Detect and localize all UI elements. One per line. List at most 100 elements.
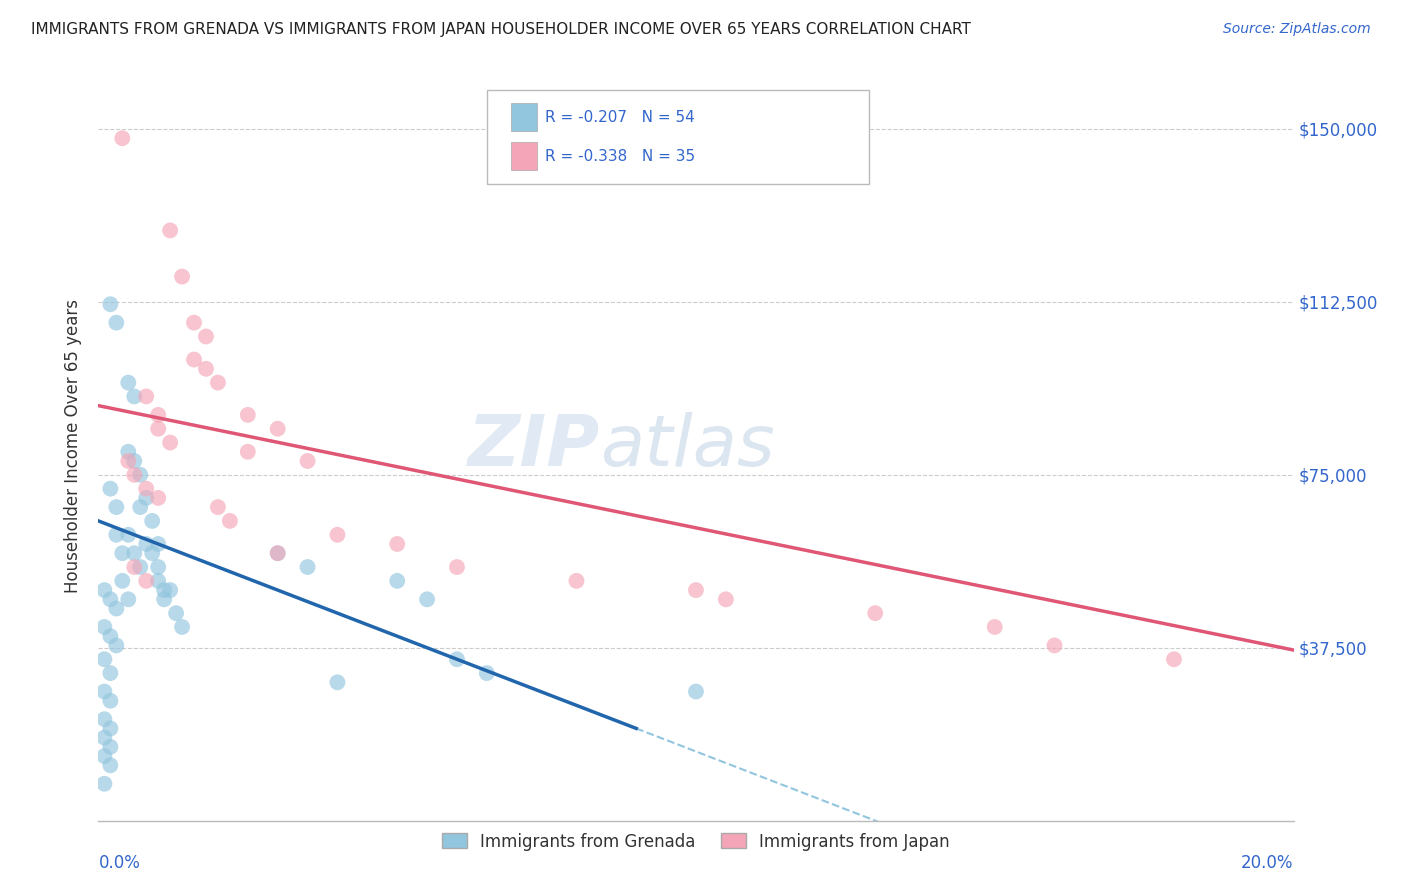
Point xyxy=(98,482,122,496)
Point xyxy=(93,652,115,666)
Point xyxy=(117,376,139,390)
Point xyxy=(385,574,409,588)
Point xyxy=(111,574,134,588)
Point xyxy=(183,316,205,330)
Point xyxy=(148,574,170,588)
Point xyxy=(124,560,146,574)
Point xyxy=(105,500,128,514)
Point xyxy=(236,408,259,422)
Point xyxy=(98,666,122,681)
Point xyxy=(98,739,122,754)
Point xyxy=(117,528,139,542)
Point xyxy=(172,269,194,284)
Point xyxy=(195,329,218,343)
Text: Source: ZipAtlas.com: Source: ZipAtlas.com xyxy=(1223,22,1371,37)
Bar xyxy=(510,142,537,170)
Point xyxy=(105,601,128,615)
Point xyxy=(148,560,170,574)
Point xyxy=(117,444,139,458)
Point xyxy=(111,546,134,560)
Point xyxy=(141,514,163,528)
Point xyxy=(195,361,218,376)
Point xyxy=(117,454,139,468)
Point xyxy=(105,639,128,653)
Point xyxy=(124,467,146,482)
Point xyxy=(172,620,194,634)
Point xyxy=(135,482,157,496)
Point xyxy=(141,546,163,560)
Point xyxy=(159,583,181,598)
Point xyxy=(326,675,349,690)
Point xyxy=(148,537,170,551)
Text: 20.0%: 20.0% xyxy=(1241,855,1294,872)
Point xyxy=(207,500,229,514)
Y-axis label: Householder Income Over 65 years: Householder Income Over 65 years xyxy=(65,299,83,593)
Point xyxy=(475,666,498,681)
Text: R = -0.338   N = 35: R = -0.338 N = 35 xyxy=(546,149,696,163)
Point xyxy=(207,376,229,390)
Point xyxy=(297,560,319,574)
Point xyxy=(93,712,115,726)
Point xyxy=(93,684,115,698)
Point xyxy=(93,620,115,634)
Point xyxy=(98,722,122,736)
Point xyxy=(159,223,181,237)
Point xyxy=(93,749,115,764)
Point xyxy=(685,684,707,698)
Point xyxy=(135,491,157,505)
Point xyxy=(219,514,242,528)
Point xyxy=(98,592,122,607)
Point xyxy=(124,389,146,403)
Point xyxy=(153,583,176,598)
Point xyxy=(267,546,290,560)
Legend: Immigrants from Grenada, Immigrants from Japan: Immigrants from Grenada, Immigrants from… xyxy=(436,826,956,857)
Point xyxy=(93,731,115,745)
Point xyxy=(565,574,588,588)
Point xyxy=(129,467,152,482)
Point xyxy=(446,560,468,574)
Point xyxy=(117,592,139,607)
Point xyxy=(984,620,1007,634)
Point xyxy=(135,574,157,588)
Point xyxy=(105,528,128,542)
Point xyxy=(129,500,152,514)
Point xyxy=(93,777,115,791)
Point xyxy=(714,592,737,607)
Point xyxy=(267,546,290,560)
Point xyxy=(135,389,157,403)
Point xyxy=(236,444,259,458)
Point xyxy=(98,758,122,772)
Point xyxy=(326,528,349,542)
Point xyxy=(93,583,115,598)
Point xyxy=(148,491,170,505)
Point xyxy=(129,560,152,574)
FancyBboxPatch shape xyxy=(486,90,869,184)
Point xyxy=(1043,639,1066,653)
Point xyxy=(165,606,187,620)
Point xyxy=(685,583,707,598)
Point xyxy=(98,297,122,311)
Point xyxy=(865,606,887,620)
Point xyxy=(135,537,157,551)
Point xyxy=(124,546,146,560)
Point xyxy=(148,422,170,436)
Point xyxy=(153,592,176,607)
Point xyxy=(267,422,290,436)
Point xyxy=(385,537,409,551)
Point xyxy=(148,408,170,422)
Point xyxy=(124,454,146,468)
Point xyxy=(98,629,122,643)
Point xyxy=(297,454,319,468)
Text: 0.0%: 0.0% xyxy=(98,855,141,872)
Point xyxy=(416,592,439,607)
Point xyxy=(183,352,205,367)
Text: atlas: atlas xyxy=(600,411,775,481)
Text: ZIP: ZIP xyxy=(468,411,600,481)
Point xyxy=(98,694,122,708)
Point xyxy=(111,131,134,145)
Bar xyxy=(510,103,537,131)
Point xyxy=(446,652,468,666)
Point xyxy=(159,435,181,450)
Point xyxy=(1163,652,1185,666)
Text: IMMIGRANTS FROM GRENADA VS IMMIGRANTS FROM JAPAN HOUSEHOLDER INCOME OVER 65 YEAR: IMMIGRANTS FROM GRENADA VS IMMIGRANTS FR… xyxy=(31,22,970,37)
